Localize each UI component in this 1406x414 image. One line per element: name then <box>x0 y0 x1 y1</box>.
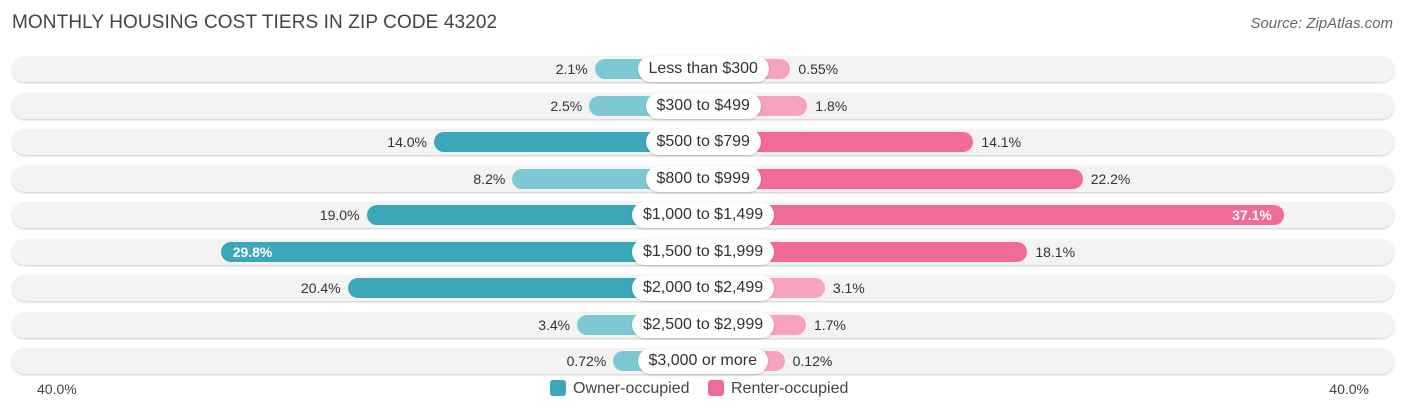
owner-value-label: 3.4% <box>538 317 571 333</box>
legend-owner-swatch <box>550 380 566 396</box>
owner-bar <box>220 242 703 262</box>
owner-value-label: 2.5% <box>550 98 583 114</box>
renter-bar <box>703 169 1083 189</box>
renter-bar <box>703 205 1284 225</box>
owner-bar <box>434 132 703 152</box>
category-label: $500 to $799 <box>645 129 761 155</box>
renter-value-label: 22.2% <box>1090 171 1131 187</box>
chart-source: Source: ZipAtlas.com <box>1250 15 1393 32</box>
owner-value-label: 29.8% <box>232 244 273 260</box>
renter-value-label: 18.1% <box>1035 244 1076 260</box>
renter-value-label: 37.1% <box>1232 207 1272 223</box>
axis-right-label: 40.0% <box>1329 381 1369 397</box>
category-label: $300 to $499 <box>645 93 761 119</box>
renter-value-label: 0.55% <box>798 61 839 77</box>
owner-value-label: 2.1% <box>555 61 588 77</box>
owner-value-label: 19.0% <box>319 207 360 223</box>
category-label: $800 to $999 <box>645 166 761 192</box>
renter-value-label: 14.1% <box>981 134 1022 150</box>
owner-value-label: 8.2% <box>473 171 506 187</box>
legend-renter-label: Renter-occupied <box>731 380 849 397</box>
renter-bar <box>703 132 974 152</box>
category-label: $1,500 to $1,999 <box>632 239 775 265</box>
category-label: Less than $300 <box>637 56 769 82</box>
renter-value-label: 0.12% <box>792 353 833 369</box>
legend-owner-label: Owner-occupied <box>573 380 690 397</box>
owner-value-label: 20.4% <box>300 280 341 296</box>
owner-value-label: 14.0% <box>387 134 427 150</box>
category-label: $1,000 to $1,499 <box>632 202 775 228</box>
owner-bar <box>366 205 703 225</box>
category-label: $2,000 to $2,499 <box>632 275 775 301</box>
chart-title: MONTHLY HOUSING COST TIERS IN ZIP CODE 4… <box>12 12 498 33</box>
owner-bar <box>347 278 703 298</box>
renter-value-label: 1.7% <box>813 317 846 333</box>
axis-left-label: 40.0% <box>37 381 77 397</box>
legend-renter-swatch <box>708 380 724 396</box>
renter-bar <box>703 242 1028 262</box>
renter-value-label: 3.1% <box>832 280 865 296</box>
owner-value-label: 0.72% <box>566 353 607 369</box>
category-label: $2,500 to $2,999 <box>632 312 775 338</box>
category-label: $3,000 or more <box>637 348 769 374</box>
renter-value-label: 1.8% <box>815 98 848 114</box>
